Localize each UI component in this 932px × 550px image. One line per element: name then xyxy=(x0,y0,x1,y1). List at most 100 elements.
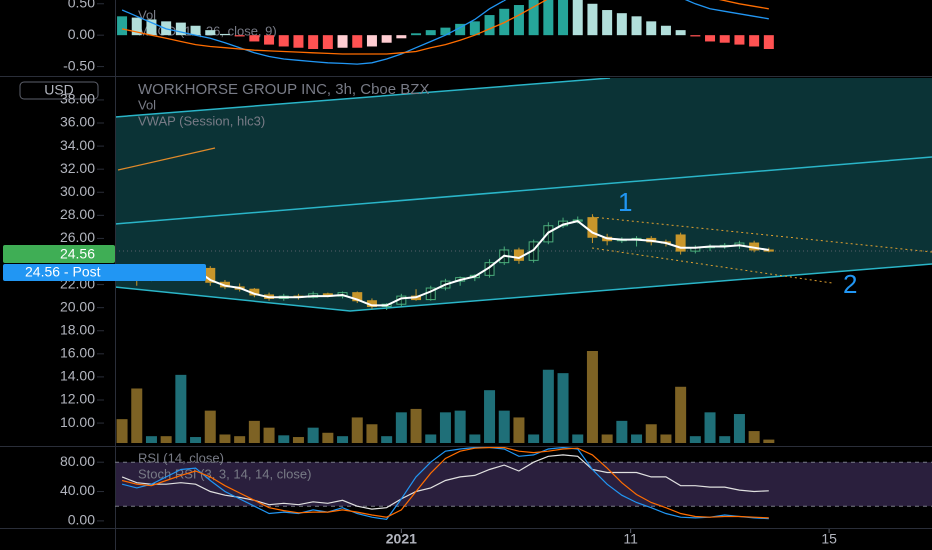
histogram-bar xyxy=(660,25,671,36)
trend-line xyxy=(117,147,216,171)
volume-bar xyxy=(763,439,775,443)
volume-bar xyxy=(395,412,407,443)
volume-bar xyxy=(337,436,349,443)
y-tick-label: 36.00 xyxy=(60,114,95,130)
y-tick-label: 30.00 xyxy=(60,183,95,199)
y-tick-label: 26.00 xyxy=(60,229,95,245)
volume-bar xyxy=(528,434,540,443)
volume-bar xyxy=(748,431,760,443)
candle-body xyxy=(675,234,686,252)
y-tick-label: 16.00 xyxy=(60,345,95,361)
volume-bar xyxy=(733,414,745,443)
macd-panel xyxy=(117,0,774,65)
y-tick-label: 0.50 xyxy=(68,0,95,10)
y-tick-label: -0.50 xyxy=(63,57,95,73)
unit-box[interactable] xyxy=(19,81,99,100)
last-price-label: 24.56 xyxy=(60,246,95,262)
y-tick-label: 34.00 xyxy=(60,137,95,153)
last-price-tag xyxy=(3,245,115,264)
volume-bar xyxy=(542,369,554,443)
volume-bar xyxy=(469,434,481,443)
annotation: 2 xyxy=(843,269,857,299)
histogram-bar xyxy=(352,35,363,48)
volume-bar xyxy=(410,408,422,443)
volume-bar xyxy=(381,436,393,443)
legend-label: RSI (14, close) xyxy=(138,450,224,465)
volume-bar xyxy=(689,436,701,443)
annotation: 1 xyxy=(618,187,632,217)
volume-bar xyxy=(660,434,672,443)
candle-body xyxy=(587,217,598,238)
volume-bar xyxy=(439,412,451,443)
histogram-bar xyxy=(602,10,613,36)
x-tick-label: 11 xyxy=(623,531,638,547)
channel-line xyxy=(115,156,932,225)
price-panel xyxy=(116,214,775,443)
histogram-bar xyxy=(249,35,260,42)
volume-bar xyxy=(292,437,304,443)
histogram-bar xyxy=(322,35,333,49)
volume-bar xyxy=(675,386,687,443)
volume-bar xyxy=(248,420,260,443)
channel-line xyxy=(115,263,932,312)
histogram-bar xyxy=(264,35,275,45)
y-tick-label: 10.00 xyxy=(60,414,95,430)
volume-bar xyxy=(160,436,172,443)
histogram-bar xyxy=(175,22,186,36)
histogram-bar xyxy=(146,19,157,36)
y-tick-label: 80.00 xyxy=(60,453,95,469)
histogram-bar xyxy=(308,35,319,49)
series-line xyxy=(121,0,769,65)
histogram-bar xyxy=(381,35,392,43)
histogram-bar xyxy=(425,30,436,36)
histogram-bar xyxy=(411,33,422,36)
volume-bar xyxy=(234,436,246,443)
volume-bar xyxy=(219,434,231,443)
series-line xyxy=(121,447,769,519)
histogram-bar xyxy=(558,0,569,36)
volume-bar xyxy=(601,434,613,443)
unit-label: USD xyxy=(44,82,74,98)
histogram-bar xyxy=(705,35,716,42)
histogram-bar xyxy=(719,35,730,43)
volume-bar xyxy=(131,388,143,443)
volume-bar xyxy=(322,432,334,443)
y-tick-label: 12.00 xyxy=(60,391,95,407)
candle-body xyxy=(352,292,363,302)
legend-label: VWAP (Session, hlc3) xyxy=(138,113,265,128)
histogram-bar xyxy=(234,35,245,37)
histogram-bar xyxy=(366,35,377,47)
volume-bar xyxy=(145,436,157,443)
series-line xyxy=(121,447,769,521)
histogram-bar xyxy=(749,35,760,47)
y-tick-label: 0.00 xyxy=(68,512,95,528)
histogram-bar xyxy=(131,17,142,36)
drawings xyxy=(115,78,932,312)
volume-bar xyxy=(278,435,290,443)
histogram-bar xyxy=(675,30,686,36)
histogram-bar xyxy=(616,13,627,36)
x-tick-label: 2021 xyxy=(386,531,417,547)
histogram-bar xyxy=(455,23,466,36)
histogram-bar xyxy=(587,3,598,36)
volume-bar xyxy=(719,436,731,443)
volume-bar xyxy=(190,437,202,443)
series-line xyxy=(121,220,769,307)
histogram-bar xyxy=(117,16,128,36)
histogram-bar xyxy=(572,0,583,36)
rsi-panel xyxy=(115,447,932,521)
y-tick-label: 14.00 xyxy=(60,368,95,384)
volume-bar xyxy=(572,434,584,443)
histogram-bar xyxy=(484,15,495,36)
histogram-bar xyxy=(631,16,642,36)
y-tick-label: 0.00 xyxy=(68,26,95,42)
volume-bar xyxy=(175,374,187,443)
volume-bar xyxy=(454,410,466,443)
triangle-line xyxy=(591,247,833,284)
volume-bar xyxy=(645,424,657,443)
y-tick-label: 18.00 xyxy=(60,321,95,337)
y-tick-label: 28.00 xyxy=(60,206,95,222)
y-tick-label: 20.00 xyxy=(60,298,95,314)
